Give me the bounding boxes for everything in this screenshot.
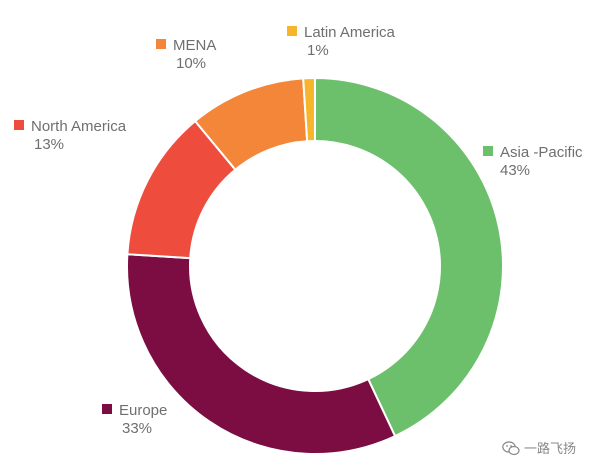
label-europe-name: Europe (119, 402, 168, 419)
label-asia-pacific-pct: 43% (500, 162, 531, 179)
label-mena-name: MENA (173, 37, 217, 54)
slice-asia-pacific (314, 76, 504, 438)
label-asia-pacific-name: Asia -Pacific (500, 144, 583, 161)
watermark: 一路飞扬 (502, 438, 576, 459)
label-mena: MENA 10% (156, 37, 216, 73)
label-europe: Europe 33% (102, 402, 167, 438)
label-north-america-name: North America (31, 118, 127, 135)
legend-swatch-latin-america (287, 26, 297, 36)
label-latin-america-name: Latin America (304, 24, 395, 41)
label-north-america-pct: 13% (34, 136, 65, 153)
slice-latin-america (302, 76, 316, 143)
legend-swatch-asia-pacific (483, 146, 493, 156)
label-europe-pct: 33% (122, 420, 153, 437)
watermark-text: 一路飞扬 (524, 441, 577, 456)
label-latin-america-pct: 1% (307, 42, 329, 59)
label-asia-pacific: Asia -Pacific 43% (483, 144, 583, 180)
wechat-icon (502, 441, 520, 459)
legend-swatch-europe (102, 404, 112, 414)
legend-swatch-mena (156, 39, 166, 49)
legend-swatch-north-america (14, 120, 24, 130)
label-latin-america: Latin America 1% (287, 24, 395, 60)
label-mena-pct: 10% (176, 55, 207, 72)
slice-europe (126, 253, 397, 455)
label-north-america: North America 13% (14, 118, 126, 154)
